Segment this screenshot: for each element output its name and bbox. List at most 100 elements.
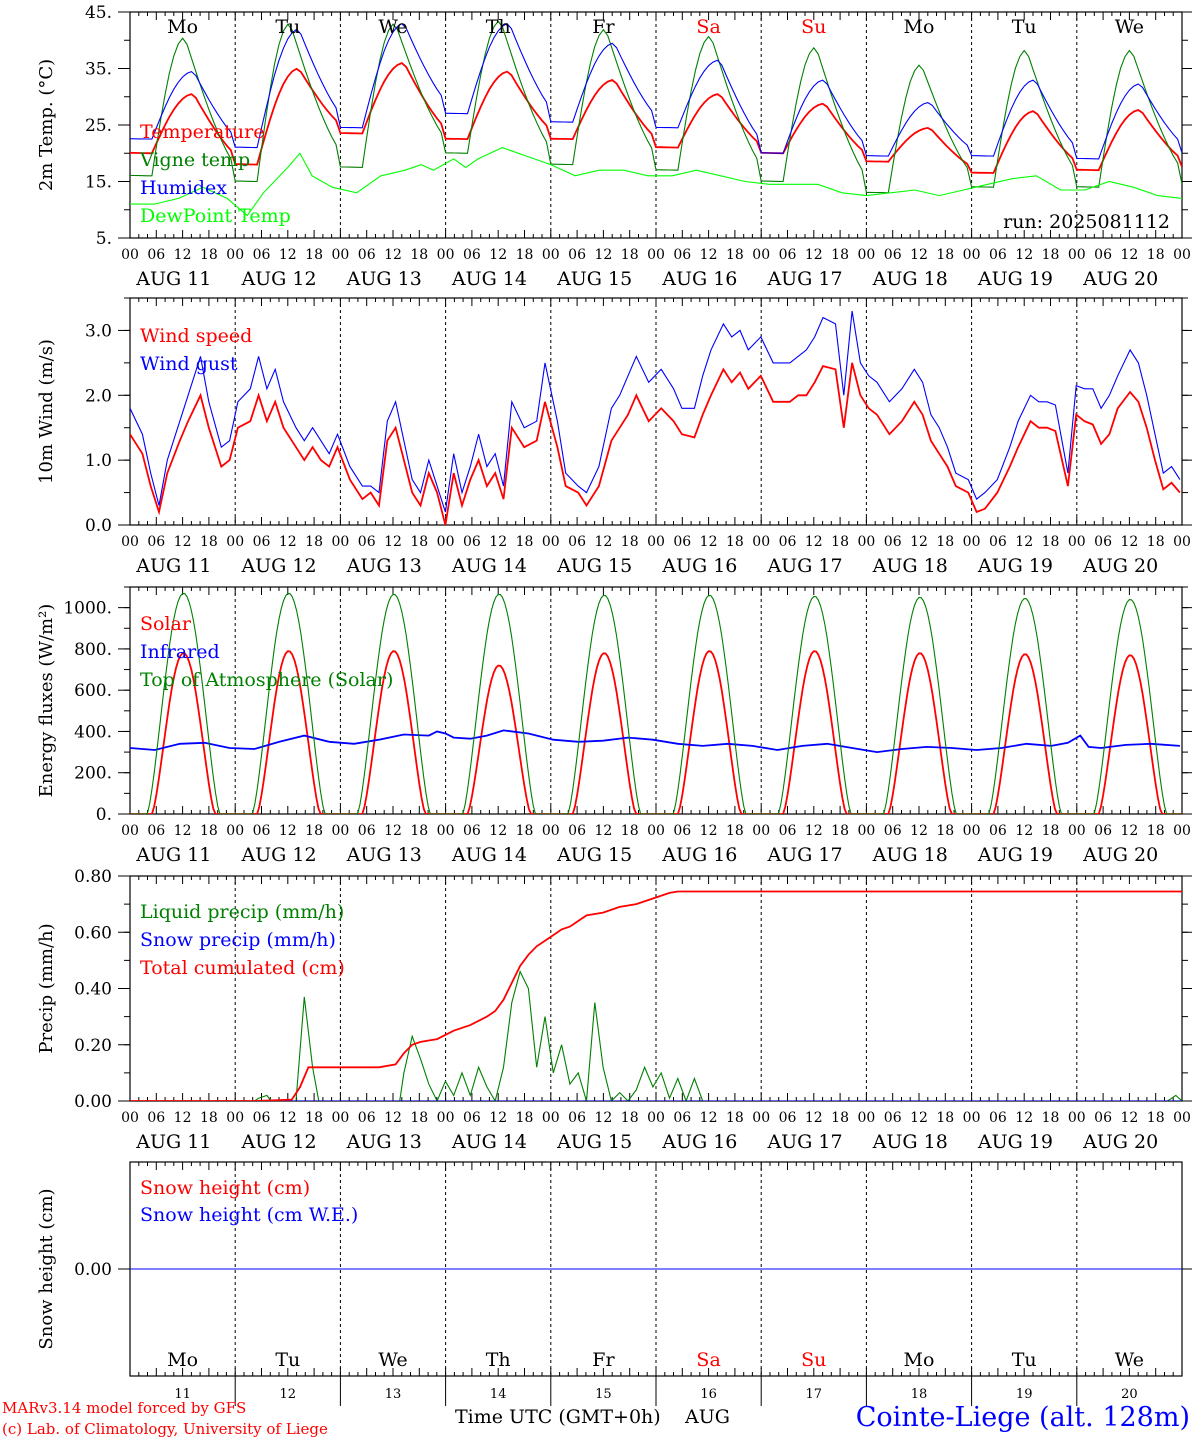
hour-tick-label: 12 — [1120, 534, 1138, 550]
hour-tick-label: 12 — [700, 823, 718, 839]
hour-tick-label: 00 — [226, 823, 244, 839]
hour-tick-label: 00 — [121, 247, 139, 263]
hour-tick-label: 00 — [121, 534, 139, 550]
legend-entry: Wind speed — [140, 325, 252, 347]
y-axis-label: 2m Temp. (°C) — [36, 59, 57, 191]
hour-tick-label: 18 — [516, 534, 534, 550]
hour-tick-label: 06 — [673, 534, 691, 550]
hour-tick-label: 18 — [1042, 534, 1060, 550]
date-label: AUG 20 — [1082, 268, 1158, 290]
hour-tick-label: 06 — [147, 534, 165, 550]
legend-entry: Top of Atmosphere (Solar) — [140, 669, 393, 691]
hour-tick-label: 12 — [1015, 823, 1033, 839]
x-tick-marks — [129, 1162, 1183, 1376]
hour-tick-label: 18 — [621, 1110, 639, 1126]
hour-tick-label: 18 — [305, 1110, 323, 1126]
hour-tick-label: 00 — [857, 534, 875, 550]
hour-tick-label: 00 — [857, 1110, 875, 1126]
hour-tick-label: 00 — [647, 823, 665, 839]
weekday-label: Sa — [696, 16, 720, 38]
hour-tick-label: 12 — [489, 1110, 507, 1126]
hour-tick-label: 00 — [1068, 534, 1086, 550]
hour-tick-label: 00 — [752, 1110, 770, 1126]
hour-tick-label: 12 — [910, 823, 928, 839]
weekday-label: Tu — [275, 1349, 300, 1371]
hour-tick-label: 12 — [174, 1110, 192, 1126]
date-label: AUG 16 — [661, 555, 737, 577]
hour-tick-label: 12 — [384, 1110, 402, 1126]
day-number-label: 12 — [280, 1387, 297, 1402]
hour-tick-label: 00 — [1173, 534, 1191, 550]
panel-4: 0.00 0.20 0.40 0.60 0.80 Precip (mm/h) Liquid … — [36, 867, 1192, 1153]
hour-tick-label: 18 — [410, 534, 428, 550]
date-label: AUG 13 — [346, 1131, 422, 1153]
legend-entry: Wind gust — [140, 353, 238, 375]
hour-tick-label: 06 — [463, 823, 481, 839]
hour-tick-label: 00 — [752, 823, 770, 839]
hour-tick-label: 12 — [489, 247, 507, 263]
day-number-label: 15 — [595, 1387, 612, 1402]
series-line-solar — [130, 650, 1182, 814]
hour-tick-label: 12 — [1120, 247, 1138, 263]
hour-tick-label: 18 — [305, 247, 323, 263]
date-label: AUG 15 — [556, 1131, 632, 1153]
date-label: AUG 12 — [240, 268, 316, 290]
hour-tick-label: 18 — [831, 247, 849, 263]
series-line-temperature — [130, 62, 1182, 174]
date-label: AUG 12 — [240, 1131, 316, 1153]
date-label: AUG 17 — [766, 555, 842, 577]
day-number-label: 16 — [700, 1387, 717, 1402]
date-label: AUG 18 — [872, 555, 948, 577]
hour-tick-label: 06 — [779, 823, 797, 839]
date-label: AUG 16 — [661, 268, 737, 290]
model-credit-line: MARv3.14 model forced by GFS — [2, 1399, 246, 1417]
series-line-liquid-precip-mm-h- — [130, 970, 1182, 1101]
weekday-label: Mo — [904, 16, 935, 38]
legend-entry: Solar — [140, 613, 192, 635]
hour-tick-label: 00 — [331, 823, 349, 839]
y-tick-label: 15. — [85, 173, 112, 193]
hour-tick-label: 06 — [358, 534, 376, 550]
hour-tick-label: 00 — [647, 534, 665, 550]
y-tick-label: 25. — [85, 116, 112, 136]
legend-entry: Humidex — [140, 177, 227, 199]
hour-tick-label: 00 — [437, 534, 455, 550]
panel-2: 0.0 1.0 2.0 3.0 10m Wind (m/s) Wind speed Wind… — [36, 297, 1192, 577]
hour-tick-label: 00 — [542, 823, 560, 839]
date-label: AUG 15 — [556, 844, 632, 866]
hour-tick-label: 00 — [963, 1110, 981, 1126]
date-label: AUG 20 — [1082, 555, 1158, 577]
hour-tick-label: 06 — [884, 534, 902, 550]
y-tick-label: 400. — [74, 722, 112, 742]
y-tick-label: 45. — [85, 3, 112, 23]
hour-tick-label: 06 — [673, 247, 691, 263]
date-label: AUG 15 — [556, 268, 632, 290]
legend-entry: DewPoint Temp — [140, 205, 291, 227]
panel-3: 0. 200. 400. 600. 800. 1000. Energy fluxes (W/… — [36, 586, 1192, 866]
weekday-label: Tu — [275, 16, 300, 38]
hour-tick-label: 12 — [910, 534, 928, 550]
hour-tick-label: 12 — [594, 823, 612, 839]
hour-tick-label: 18 — [726, 823, 744, 839]
hour-tick-label: 06 — [568, 247, 586, 263]
date-label: AUG 19 — [977, 555, 1053, 577]
y-tick-label: 0.00 — [74, 1260, 112, 1280]
hour-tick-label: 12 — [1120, 823, 1138, 839]
series-line-infrared — [130, 729, 1180, 754]
weekday-label: Mo — [167, 16, 198, 38]
day-number-label: 17 — [806, 1387, 823, 1402]
hour-tick-label: 12 — [805, 247, 823, 263]
hour-tick-label: 12 — [384, 823, 402, 839]
hour-tick-label: 18 — [516, 823, 534, 839]
hour-tick-label: 00 — [437, 823, 455, 839]
hour-tick-label: 06 — [989, 247, 1007, 263]
date-label: AUG 17 — [766, 844, 842, 866]
hour-tick-label: 12 — [805, 823, 823, 839]
hour-tick-label: 00 — [1173, 247, 1191, 263]
y-tick-label: 800. — [74, 640, 112, 660]
hour-tick-label: 18 — [726, 534, 744, 550]
date-label: AUG 14 — [451, 844, 527, 866]
legend-entry: Snow height (cm W.E.) — [140, 1204, 358, 1226]
panel-5: 0.00 Snow height (cm) Snow height (cm) Snow… — [36, 1161, 1192, 1406]
hour-tick-label: 00 — [647, 247, 665, 263]
